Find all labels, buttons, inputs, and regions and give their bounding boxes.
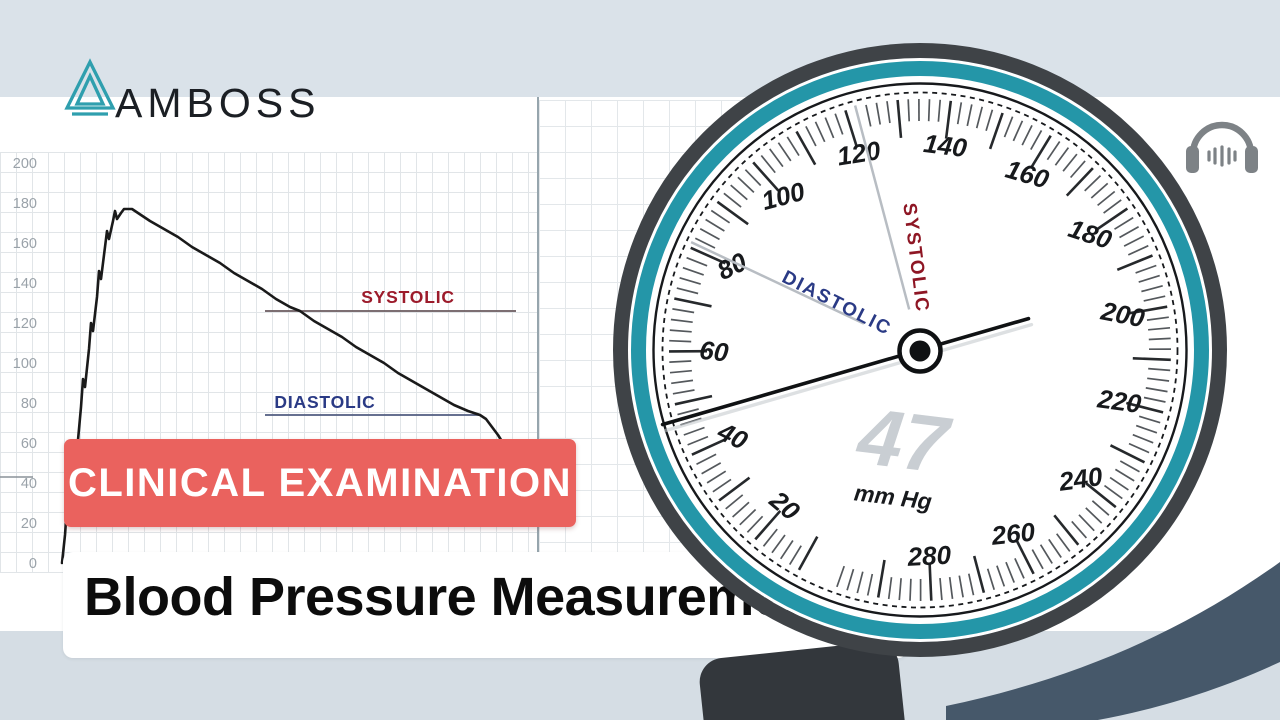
grid-divider-line [537,97,539,573]
category-banner: CLINICAL EXAMINATION [64,439,576,527]
svg-text:180: 180 [1065,213,1116,255]
svg-text:200: 200 [1098,295,1148,333]
svg-text:160: 160 [1002,154,1052,195]
svg-text:220: 220 [1095,383,1144,419]
grid-paper-right [539,100,960,573]
svg-text:240: 240 [1056,461,1105,497]
svg-text:260: 260 [989,516,1037,551]
category-banner-label: CLINICAL EXAMINATION [67,460,573,505]
video-title: Blood Pressure Measurement [84,567,834,627]
amboss-wordmark: AMBOSS [115,80,321,126]
